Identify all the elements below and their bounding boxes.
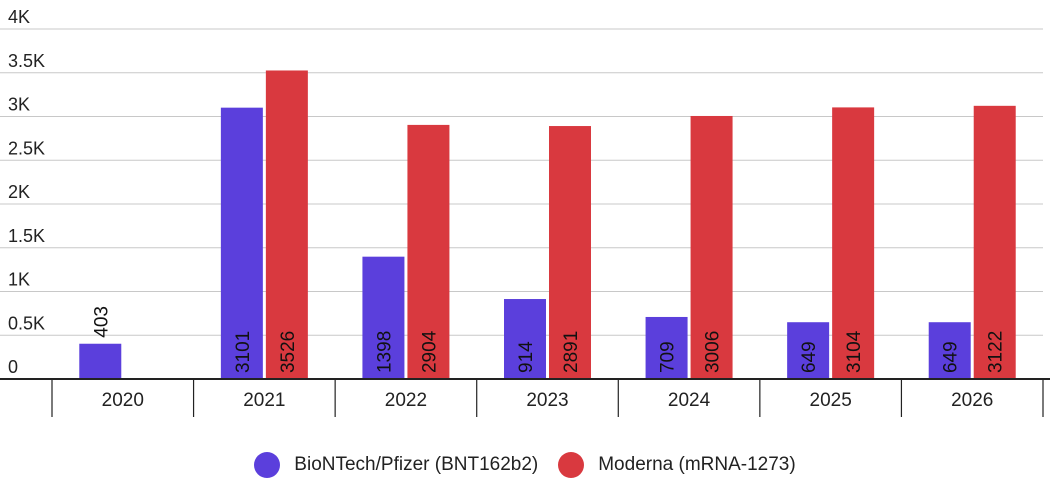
x-tick-label: 2020	[102, 390, 144, 411]
bar	[265, 70, 308, 379]
data-label: 2891	[561, 331, 582, 373]
x-tick-label: 2025	[810, 390, 852, 411]
x-tick-label: 2022	[385, 390, 427, 411]
bar	[362, 256, 405, 379]
bar	[973, 105, 1016, 379]
data-label: 3101	[233, 331, 254, 373]
y-tick-label: 1.5K	[8, 226, 45, 246]
bar	[79, 343, 122, 379]
legend-item-moderna[interactable]: Moderna (mRNA-1273)	[558, 452, 796, 478]
bar	[928, 322, 971, 379]
y-tick-label: 0	[8, 357, 18, 377]
legend-label-moderna: Moderna (mRNA-1273)	[598, 454, 796, 475]
bar	[645, 316, 688, 379]
data-label: 3122	[986, 331, 1007, 373]
legend-item-biontech[interactable]: BioNTech/Pfizer (BNT162b2)	[254, 452, 538, 478]
data-label: 3104	[844, 330, 865, 373]
y-tick-label: 0.5K	[8, 313, 45, 333]
y-tick-label: 2.5K	[8, 138, 45, 158]
y-tick-label: 3.5K	[8, 51, 45, 71]
data-label: 3006	[703, 331, 724, 373]
y-tick-label: 1K	[8, 270, 30, 290]
y-tick-label: 3K	[8, 95, 30, 115]
legend: BioNTech/Pfizer (BNT162b2) Moderna (mRNA…	[0, 452, 1050, 478]
data-label: 649	[941, 341, 962, 373]
data-label: 914	[516, 341, 537, 373]
bar	[832, 107, 875, 380]
bar-chart: 0 0.5K 1K 1.5K 2K 2.5K 3K 3.5K 4K 403 2020 3101 3526…	[0, 7, 1050, 417]
bar	[504, 299, 546, 379]
y-tick-label: 2K	[8, 182, 30, 202]
bar	[690, 115, 733, 379]
data-label: 1398	[374, 331, 395, 373]
data-label: 403	[91, 306, 112, 338]
legend-swatch-biontech	[254, 452, 281, 478]
bar	[549, 126, 591, 379]
bar	[407, 124, 450, 380]
bar	[220, 107, 263, 379]
y-tick-label: 4K	[8, 7, 30, 27]
legend-label-biontech: BioNTech/Pfizer (BNT162b2)	[294, 454, 539, 475]
x-tick-label: 2023	[526, 390, 568, 411]
x-tick-label: 2026	[951, 390, 993, 411]
data-label: 2904	[419, 330, 440, 373]
data-label: 3526	[278, 331, 299, 373]
bar	[787, 322, 830, 379]
data-label: 709	[658, 341, 679, 373]
x-tick-label: 2021	[243, 390, 285, 411]
x-tick-label: 2024	[668, 390, 711, 411]
legend-swatch-moderna	[558, 452, 585, 478]
data-label: 649	[799, 341, 820, 373]
